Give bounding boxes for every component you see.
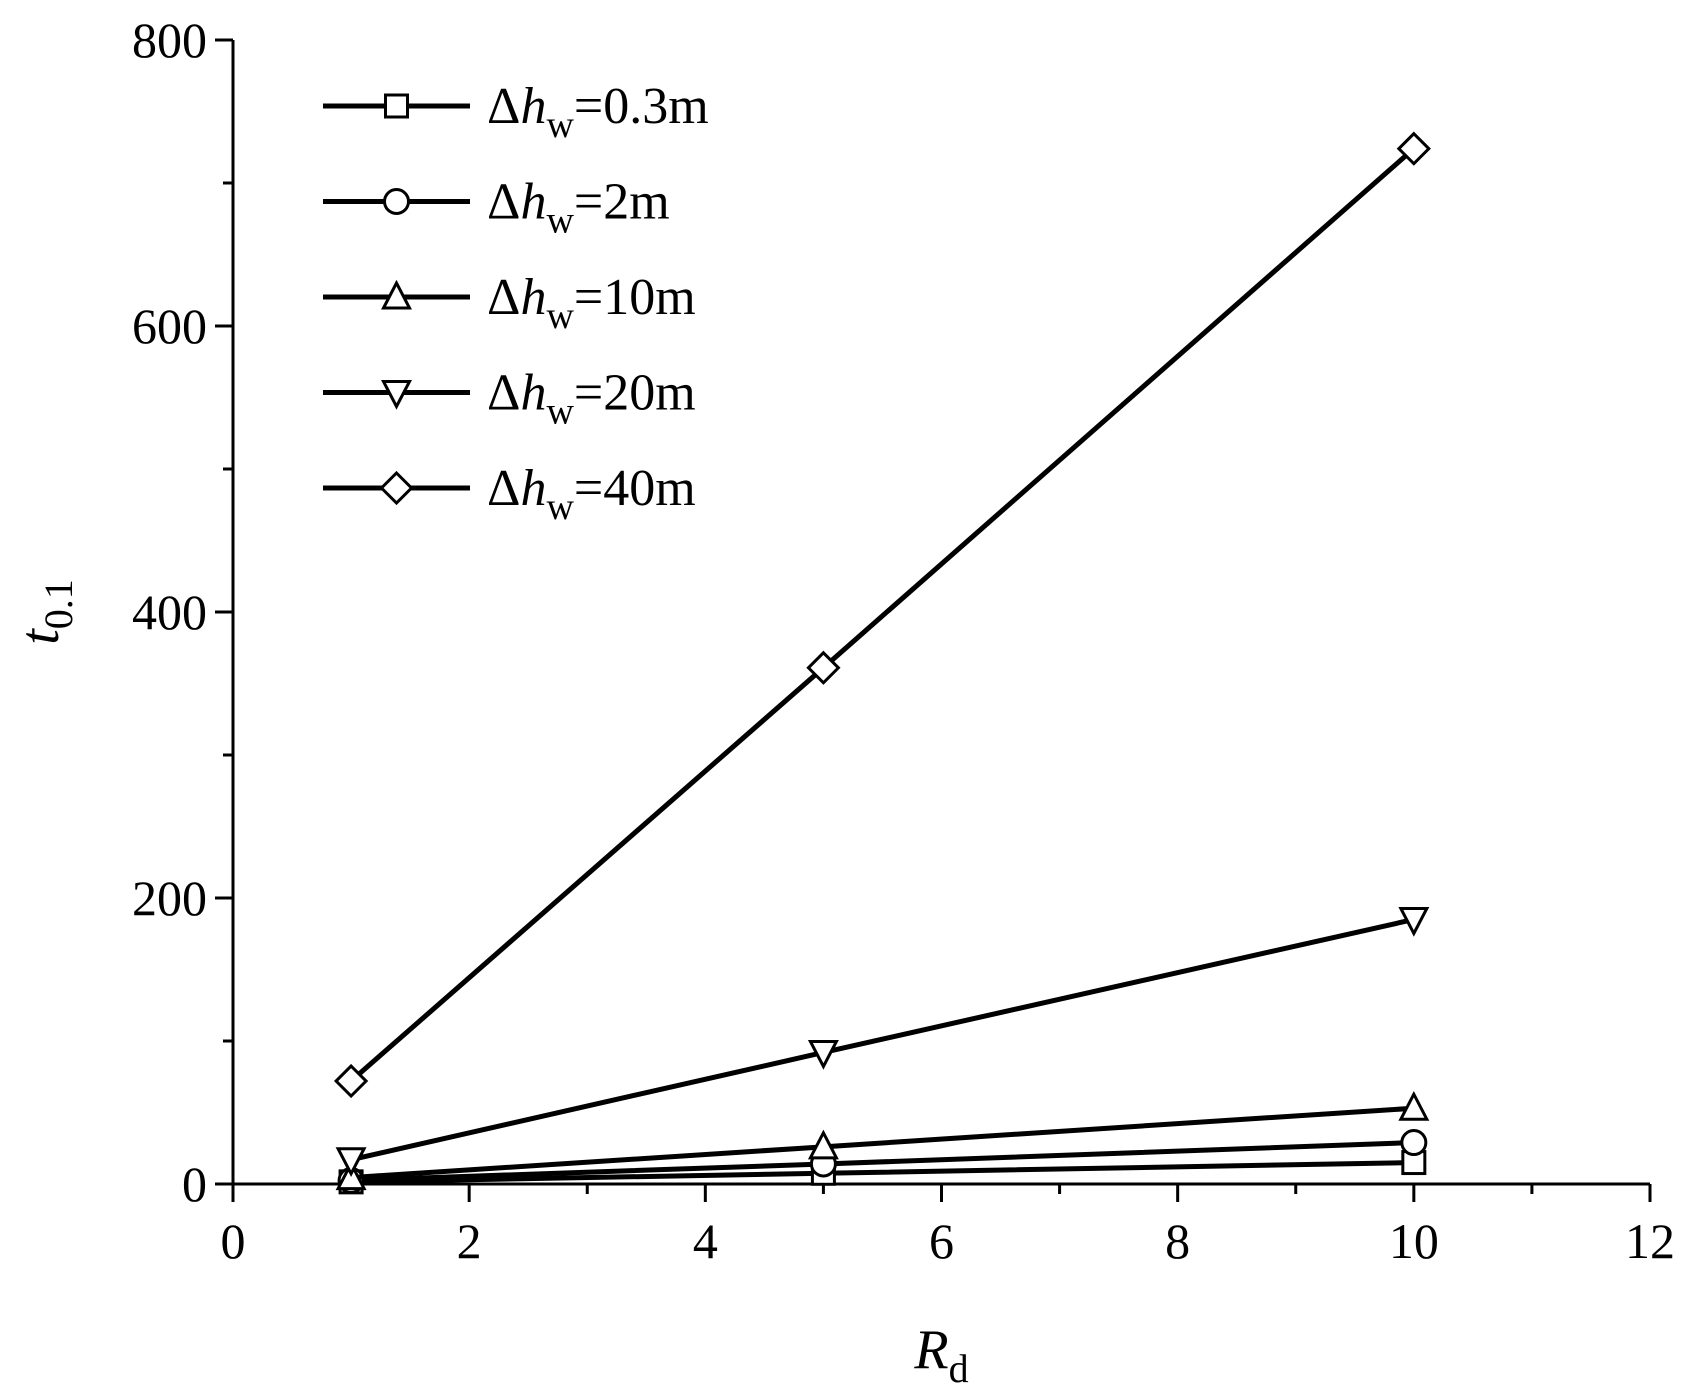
legend-marker <box>381 380 412 410</box>
legend-label: Δhw=2m <box>487 174 670 242</box>
x-tick-label: 2 <box>457 1213 482 1269</box>
series-0 <box>338 1150 1427 1195</box>
legend-label-sub: w <box>546 295 574 337</box>
legend-marker <box>379 470 414 506</box>
y-tick-label: 200 <box>132 870 207 926</box>
legend-label-suffix: =20m <box>574 365 696 422</box>
legend-label-prefix: Δ <box>487 365 520 422</box>
legend-label-var: h <box>520 365 546 422</box>
legend-label-suffix: =0.3m <box>574 78 709 135</box>
legend-marker <box>381 279 412 310</box>
legend-label: Δhw=10m <box>487 269 696 337</box>
data-point <box>335 1147 367 1177</box>
series-4 <box>333 131 1431 1099</box>
legend-label-sub: w <box>546 391 574 433</box>
axes: 0 2 4 6 8 10 12 0 200 400 600 800 Rd t0.1 <box>9 12 1675 1391</box>
series-3 <box>335 906 1430 1177</box>
legend-label-sub: w <box>546 200 574 242</box>
legend-label-var: h <box>520 269 546 326</box>
legend-marker <box>383 188 410 215</box>
x-axis-title: Rd <box>913 1319 968 1391</box>
legend-item: Δhw=20m <box>323 365 696 433</box>
x-tick-label: 12 <box>1625 1213 1675 1269</box>
x-tick-label: 6 <box>929 1213 954 1269</box>
legend-item: Δhw=40m <box>323 460 696 528</box>
x-tick-label: 8 <box>1165 1213 1190 1269</box>
x-tick-label: 10 <box>1389 1213 1439 1269</box>
legend-item: Δhw=0.3m <box>323 78 709 146</box>
y-tick-label: 400 <box>132 584 207 640</box>
legend-label: Δhw=20m <box>487 365 696 433</box>
legend-label: Δhw=0.3m <box>487 78 709 146</box>
series-line <box>350 917 1415 1163</box>
data-point <box>1396 131 1431 166</box>
data-point <box>807 1129 839 1160</box>
legend-label-prefix: Δ <box>487 269 520 326</box>
data-point <box>333 1063 369 1099</box>
y-axis-title-sub: 0.1 <box>36 579 81 629</box>
data-point <box>1398 1090 1430 1121</box>
y-axis-title: t0.1 <box>9 579 81 645</box>
legend-label-var: h <box>520 78 546 135</box>
legend-marker <box>384 93 409 119</box>
legend-label-prefix: Δ <box>487 78 520 135</box>
legend-item: Δhw=2m <box>323 174 670 242</box>
legend-label-sub: w <box>546 104 574 146</box>
y-axis-title-group: t0.1 <box>9 579 81 645</box>
y-tick-label: 800 <box>132 12 207 68</box>
x-tick-label: 4 <box>693 1213 718 1269</box>
x-axis-title-sub: d <box>949 1346 969 1391</box>
y-axis-title-main: t <box>9 628 71 645</box>
data-point <box>806 650 841 685</box>
legend-label-prefix: Δ <box>487 174 520 231</box>
data-point <box>1398 906 1430 937</box>
legend-label-sub: w <box>546 486 574 528</box>
legend-label-suffix: =40m <box>574 460 696 517</box>
series-line <box>350 1140 1414 1183</box>
legend-label-suffix: =2m <box>574 174 670 231</box>
y-tick-label: 0 <box>182 1156 207 1212</box>
data-point <box>1400 1129 1428 1157</box>
legend-label-var: h <box>520 460 546 517</box>
y-tick-label: 600 <box>132 298 207 354</box>
series-layer <box>333 131 1431 1195</box>
legend-label: Δhw=40m <box>487 460 696 528</box>
legend-item: Δhw=10m <box>323 269 696 337</box>
x-tick-label: 0 <box>221 1213 246 1269</box>
legend-label-var: h <box>520 174 546 231</box>
x-axis-title-main: R <box>913 1319 948 1381</box>
legend-label-suffix: =10m <box>574 269 696 326</box>
data-point <box>807 1039 839 1070</box>
legend-label-prefix: Δ <box>487 460 520 517</box>
